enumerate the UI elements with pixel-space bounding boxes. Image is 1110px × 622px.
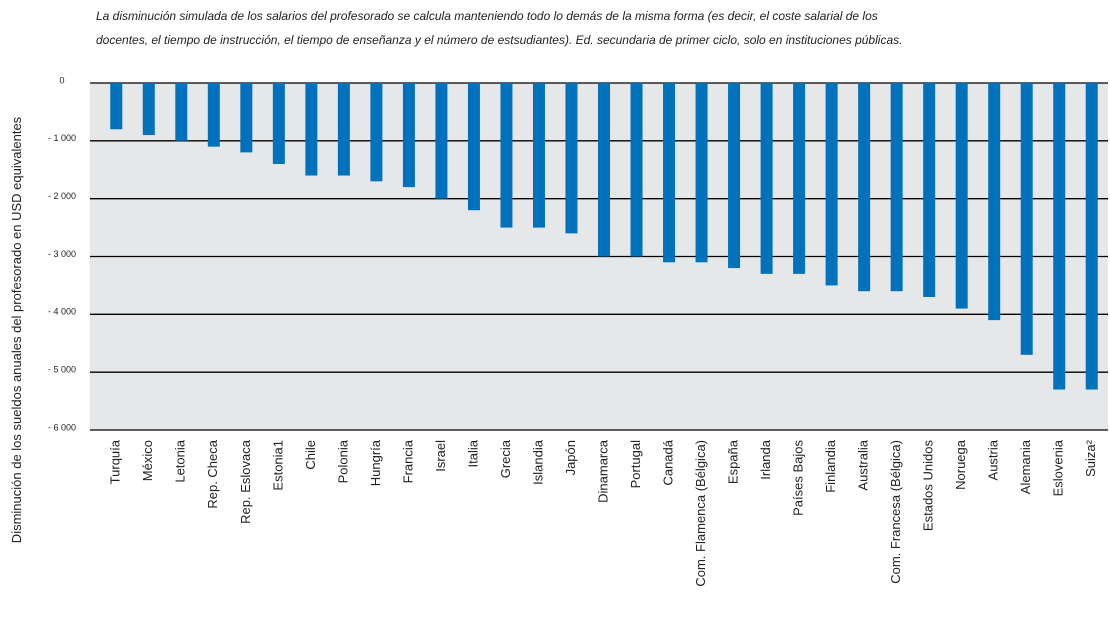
x-tick-label: Irlanda — [758, 439, 773, 480]
bar — [630, 83, 643, 257]
x-tick-label: Com. Francesa (Bélgica) — [888, 440, 903, 584]
x-tick-label: México — [140, 440, 155, 481]
bar — [402, 83, 415, 188]
bar — [858, 83, 871, 292]
x-tick-label: Israel — [433, 440, 448, 472]
bar — [923, 83, 936, 297]
bar — [532, 83, 545, 228]
bar — [110, 83, 123, 130]
bar — [370, 83, 383, 182]
bar — [825, 83, 838, 286]
bar — [955, 83, 968, 309]
bar — [337, 83, 350, 176]
x-tick-label: Chile — [303, 440, 318, 470]
bar — [272, 83, 285, 164]
bar — [565, 83, 578, 234]
x-tick-label: Canadá — [660, 439, 675, 485]
bar — [142, 83, 155, 136]
bar — [305, 83, 318, 176]
y-tick-label: - 5 000 — [48, 365, 76, 375]
x-tick-label: Polonia — [335, 439, 350, 483]
chart-title-line: La disminución simulada de los salarios … — [96, 9, 878, 23]
y-tick-label: 0 — [59, 75, 64, 85]
y-tick-label: - 6 000 — [48, 422, 76, 432]
bar — [728, 83, 741, 269]
bar — [240, 83, 253, 153]
x-tick-label: Letonia — [173, 439, 188, 482]
x-tick-label: Estados Unidos — [921, 440, 936, 532]
bar — [1085, 83, 1098, 390]
chart-title-line: docentes, el tiempo de instrucción, el t… — [96, 33, 902, 47]
y-tick-label: - 2 000 — [48, 191, 76, 201]
x-tick-label: Eslovenia — [1051, 439, 1066, 496]
x-tick-label: Rep. Checa — [205, 439, 220, 508]
bar — [760, 83, 773, 274]
y-tick-label: - 3 000 — [48, 249, 76, 259]
bar — [890, 83, 903, 292]
x-tick-label: Países Bajos — [791, 440, 806, 516]
x-tick-label: Italia — [465, 439, 480, 467]
x-tick-label: Turquía — [108, 439, 123, 484]
bar — [598, 83, 610, 257]
x-tick-label: Dinamarca — [595, 439, 610, 503]
x-tick-label: Austria — [986, 439, 1001, 480]
x-tick-label: Australia — [856, 439, 871, 490]
x-tick-label: Islandia — [530, 439, 545, 485]
bar — [988, 83, 1001, 321]
x-tick-label: Portugal — [628, 440, 643, 489]
x-tick-label: Finlandia — [823, 439, 838, 493]
bar — [1020, 83, 1033, 355]
bar — [793, 83, 806, 274]
x-tick-label: Com. Flamenca (Bélgica) — [693, 440, 708, 587]
bar — [500, 83, 513, 228]
bar — [207, 83, 220, 147]
bar — [695, 83, 708, 263]
y-axis-label: Disminución de los sueldos anuales del p… — [9, 116, 24, 543]
x-tick-label: Hungría — [368, 439, 383, 486]
x-tick-label: Francia — [400, 439, 415, 483]
y-tick-label: - 1 000 — [48, 133, 76, 143]
bar — [663, 83, 676, 263]
x-tick-label: Alemania — [1018, 439, 1033, 494]
x-tick-label: Estonia1 — [270, 440, 285, 491]
bar — [175, 83, 188, 141]
bar — [467, 83, 480, 211]
x-tick-label: España — [726, 439, 741, 484]
bar — [1053, 83, 1066, 390]
bar — [435, 83, 448, 199]
x-tick-label: Japón — [563, 440, 578, 475]
y-tick-label: - 4 000 — [48, 307, 76, 317]
x-tick-label: Rep. Eslovaca — [238, 439, 253, 524]
x-tick-label: Grecia — [498, 439, 513, 478]
x-tick-label: Suiza² — [1083, 439, 1098, 477]
x-tick-label: Noruega — [953, 439, 968, 490]
